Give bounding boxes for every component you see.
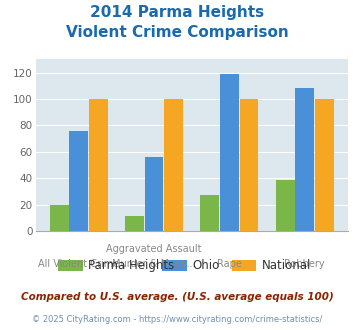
Text: National: National [262,259,311,272]
Bar [89,99,108,231]
Bar [164,99,183,231]
Bar [50,205,69,231]
Text: Violent Crime Comparison: Violent Crime Comparison [66,25,289,40]
Text: Rape: Rape [217,259,242,269]
Text: Aggravated Assault: Aggravated Assault [106,244,202,254]
Text: Robbery: Robbery [284,259,325,269]
Text: Compared to U.S. average. (U.S. average equals 100): Compared to U.S. average. (U.S. average … [21,292,334,302]
Bar [200,195,219,231]
Text: © 2025 CityRating.com - https://www.cityrating.com/crime-statistics/: © 2025 CityRating.com - https://www.city… [32,315,323,324]
Bar [240,99,258,231]
Text: All Violent Crime: All Violent Crime [38,259,119,269]
Bar [295,88,314,231]
Bar [125,216,144,231]
Text: Ohio: Ohio [193,259,220,272]
Bar [276,180,295,231]
Bar [144,157,163,231]
Text: Murder & Mans...: Murder & Mans... [112,259,196,269]
Bar [315,99,334,231]
Text: Parma Heights: Parma Heights [88,259,174,272]
Bar [69,131,88,231]
Bar [220,74,239,231]
Text: 2014 Parma Heights: 2014 Parma Heights [91,5,264,20]
